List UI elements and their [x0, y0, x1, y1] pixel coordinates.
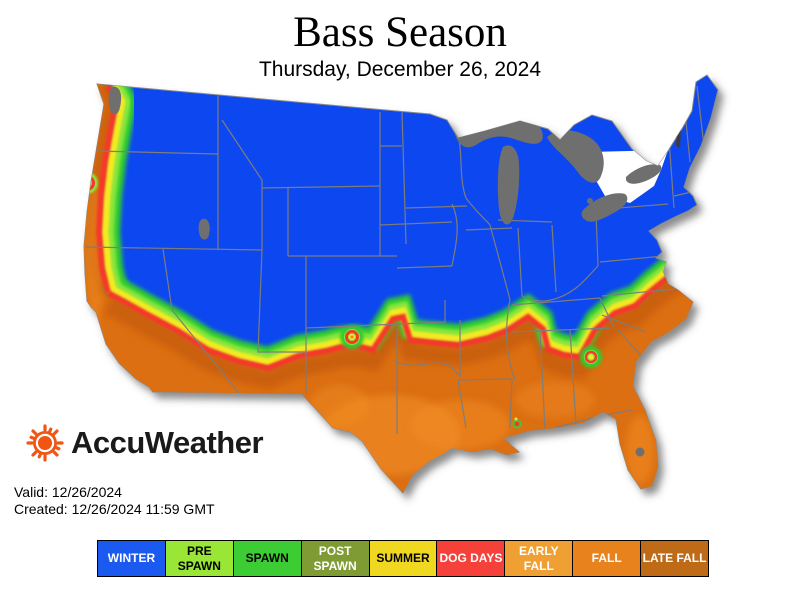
- legend-item-dog-days: DOG DAYS: [436, 540, 506, 577]
- legend-label: PRE SPAWN: [177, 543, 221, 573]
- accuweather-logo: AccuWeather: [26, 424, 264, 462]
- sun-icon: [26, 424, 64, 462]
- lake-huron: [547, 130, 604, 183]
- season-legend: WINTER PRE SPAWN SPAWN POST SPAWN SUMMER DOG …: [97, 540, 710, 577]
- legend-label: DOG DAYS: [439, 551, 503, 565]
- legend-item-post-spawn: POST SPAWN: [300, 540, 370, 577]
- legend-item-spawn: SPAWN: [232, 540, 302, 577]
- legend-label: LATE FALL: [642, 551, 707, 565]
- great-salt-lake: [198, 218, 210, 240]
- page-title: Bass Season: [293, 9, 507, 56]
- legend-label: POST SPAWN: [313, 543, 357, 573]
- state-borders: [84, 85, 705, 434]
- legend-label: EARLY FALL: [519, 543, 559, 573]
- speck-tidewater-coast: [675, 270, 687, 282]
- lake-okeechobee: [635, 447, 645, 457]
- lake-ontario: [626, 164, 662, 184]
- legend-item-late-fall: LATE FALL: [640, 540, 710, 577]
- ring-southern-plains: [340, 325, 364, 349]
- legend-item-fall: FALL: [572, 540, 642, 577]
- legend-item-winter: WINTER: [97, 540, 166, 577]
- legend-item-early-fall: EARLY FALL: [504, 540, 574, 577]
- created-date: Created: 12/26/2024 11:59 GMT: [14, 501, 215, 517]
- legend-label: FALL: [591, 551, 622, 565]
- valid-date: Valid: 12/26/2024: [14, 484, 122, 500]
- lake-erie: [581, 193, 628, 222]
- legend-label: SUMMER: [376, 551, 430, 565]
- speck-mississippi-delta: [512, 417, 522, 429]
- lake-michigan: [497, 145, 520, 225]
- legend-label: SPAWN: [245, 551, 289, 565]
- legend-item-summer: SUMMER: [368, 540, 438, 577]
- map-meta: Valid: 12/26/2024 Created: 12/26/2024 11…: [14, 484, 215, 518]
- accuweather-wordmark: AccuWeather: [71, 425, 264, 460]
- legend-label: WINTER: [107, 551, 156, 565]
- page-subtitle: Thursday, December 26, 2024: [258, 58, 542, 81]
- ring-pacific-northwest: [84, 172, 98, 194]
- lake-st-clair: [587, 198, 593, 204]
- ring-southern-appalachians: [580, 346, 602, 368]
- legend-item-pre-spawn: PRE SPAWN: [164, 540, 234, 577]
